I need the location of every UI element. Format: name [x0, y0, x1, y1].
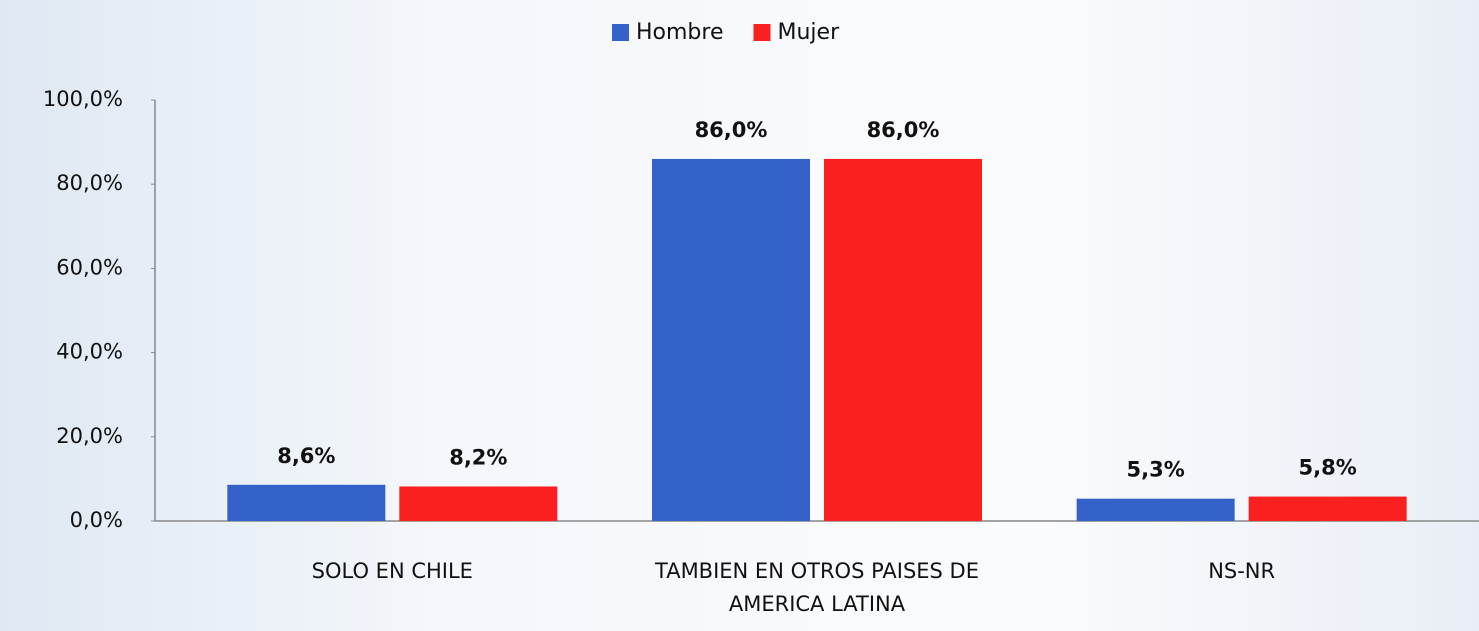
y-tick-label: 20,0% — [56, 424, 123, 448]
y-tick-label: 80,0% — [56, 171, 123, 195]
x-tick-label: NS-NR — [1208, 559, 1276, 583]
bar — [399, 486, 558, 521]
x-tick-label: TAMBIEN EN OTROS PAISES DE AMERICA LATIN… — [655, 559, 979, 616]
bar — [1076, 498, 1235, 521]
legend-label: Mujer — [778, 20, 841, 45]
value-label: 86,0% — [695, 118, 768, 142]
legend-label: Hombre — [636, 20, 724, 45]
y-tick-label: 0,0% — [70, 508, 123, 532]
value-label: 5,8% — [1299, 456, 1357, 480]
bar — [652, 158, 810, 521]
value-label: 86,0% — [867, 118, 940, 142]
bar — [824, 158, 982, 521]
legend-swatch — [612, 24, 629, 41]
value-label: 5,3% — [1127, 458, 1185, 482]
y-tick-label: 40,0% — [56, 340, 123, 364]
x-tick-label: SOLO EN CHILE — [311, 559, 473, 583]
bar — [1248, 496, 1407, 521]
bar — [227, 484, 386, 521]
y-tick-label: 60,0% — [56, 255, 123, 279]
value-label: 8,2% — [449, 445, 507, 469]
y-tick-label: 100,0% — [43, 87, 123, 111]
value-label: 8,6% — [277, 444, 335, 468]
legend-swatch — [753, 24, 771, 41]
